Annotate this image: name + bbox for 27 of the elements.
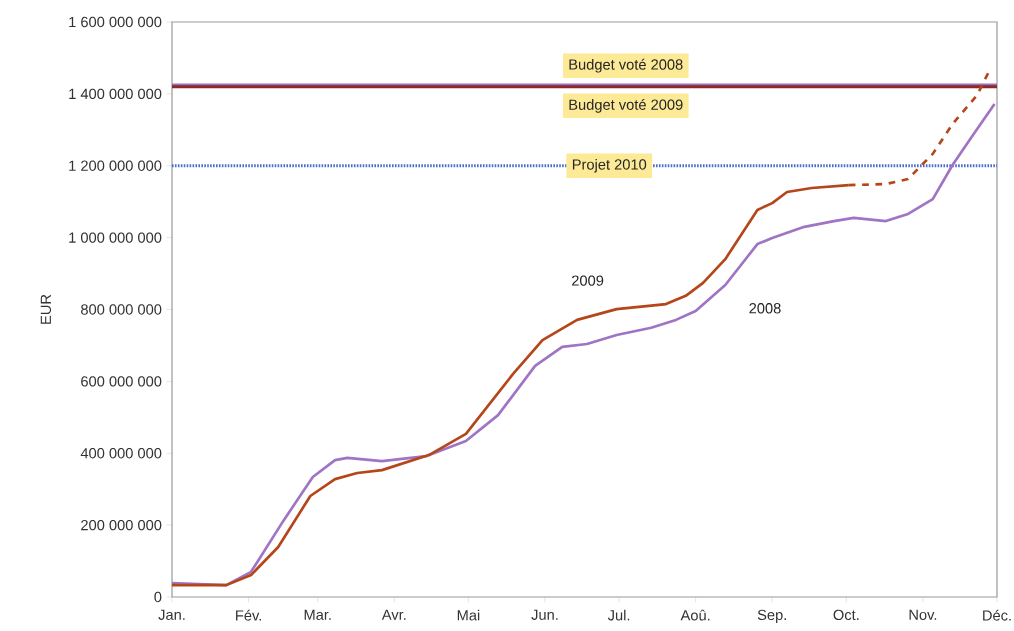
text: 2008 (749, 303, 781, 314)
series-label: 2009 (572, 275, 604, 286)
y-tick-label: 400 000 000 (80, 448, 162, 459)
ref-line-label: Budget voté 2009 (569, 98, 683, 113)
x-tick-label: Nov. (909, 609, 937, 620)
y-axis-title: EUR (40, 294, 52, 324)
x-tick-label: Aoû. (680, 609, 710, 621)
x-tick-label: Avr. (381, 609, 406, 620)
x-tick-label: Jun. (531, 609, 558, 620)
y-tick-label: 0 (154, 591, 162, 603)
x-tick-label: Mar. (304, 609, 331, 620)
y-tick-label: 200 000 000 (81, 519, 162, 531)
y-tick-label: 600 000 000 (81, 376, 162, 387)
x-tick-label: Jul. (607, 609, 630, 621)
x-tick-label: Déc. (983, 609, 1011, 621)
y-tick-label: 1 200 000 000 (69, 160, 162, 171)
x-tick-label: Oct. (833, 609, 859, 621)
ref-line-label: Projet 2010 (572, 158, 647, 173)
x-tick-label: Fév. (236, 609, 261, 621)
x-tick-label: Sep. (757, 609, 786, 623)
y-tick-label: 1 400 000 000 (69, 88, 162, 100)
y-tick-label: 1 600 000 000 (69, 16, 162, 28)
y-tick-label: 1 000 000 000 (69, 232, 162, 243)
x-tick-label: Mai (457, 609, 480, 621)
ref-line-label: Budget voté 2008 (569, 58, 683, 73)
y-tick-label: 800 000 000 (81, 304, 162, 315)
x-tick-label: Jan. (158, 609, 185, 620)
